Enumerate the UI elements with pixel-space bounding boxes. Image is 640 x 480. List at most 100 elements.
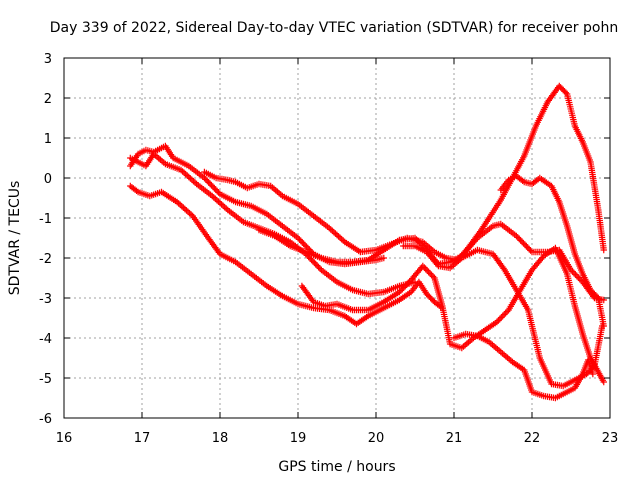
data-point — [400, 284, 407, 291]
data-point — [212, 186, 219, 193]
data-point — [575, 274, 582, 281]
data-point — [517, 237, 524, 244]
data-point — [589, 370, 597, 378]
data-point — [501, 311, 508, 318]
data-point — [423, 267, 431, 274]
data-point — [414, 237, 422, 245]
data-point — [396, 288, 403, 296]
data-point — [600, 378, 607, 386]
data-point — [402, 282, 409, 290]
x-ticks: 16 17 18 19 20 21 22 23 — [56, 58, 619, 446]
data-point — [600, 246, 607, 254]
data-points — [127, 82, 607, 402]
data-point — [600, 322, 607, 330]
data-point — [493, 318, 501, 326]
data-point — [419, 262, 426, 270]
series-arc-2 — [127, 150, 419, 298]
data-point — [523, 242, 530, 250]
x-tick-label: 21 — [446, 431, 463, 446]
data-point — [313, 262, 321, 269]
data-point — [413, 236, 420, 243]
data-point — [301, 242, 309, 249]
data-point — [516, 235, 523, 243]
data-point — [562, 89, 569, 96]
data-point — [309, 258, 317, 265]
data-point — [215, 189, 222, 196]
data-point — [527, 247, 534, 254]
data-point — [570, 269, 578, 277]
data-point — [406, 278, 413, 285]
data-point — [576, 275, 583, 283]
chart-title: Day 339 of 2022, Sidereal Day-to-day VTE… — [50, 20, 618, 36]
series-arc-9 — [497, 172, 607, 330]
data-point — [525, 245, 533, 253]
x-tick-label: 17 — [134, 431, 151, 446]
y-tick-label: -6 — [39, 412, 52, 427]
data-point — [300, 240, 307, 248]
series-arc-7 — [400, 242, 606, 390]
data-point — [201, 174, 208, 182]
data-point — [421, 264, 428, 271]
x-tick-label: 22 — [524, 431, 541, 446]
data-point — [502, 309, 509, 317]
data-point — [208, 182, 215, 189]
data-point — [297, 237, 305, 245]
data-point — [573, 272, 581, 280]
data-point — [422, 265, 429, 273]
data-point — [397, 287, 405, 294]
data-point — [499, 312, 506, 320]
x-axis-label: GPS time / hours — [278, 459, 395, 475]
data-point — [518, 238, 526, 246]
data-point — [495, 317, 502, 324]
data-point — [308, 256, 315, 264]
data-point — [411, 234, 419, 242]
data-point — [426, 270, 434, 277]
data-point — [572, 271, 579, 278]
data-point — [428, 271, 435, 279]
y-tick-label: -5 — [39, 372, 52, 387]
data-point — [213, 187, 221, 195]
data-point — [303, 243, 310, 250]
y-tick-label: 2 — [44, 92, 52, 107]
data-point — [206, 180, 214, 188]
y-tick-label: -1 — [39, 212, 52, 227]
y-ticks: -6 -5 -4 -3 -2 -1 0 1 2 3 — [39, 52, 610, 427]
y-tick-label: 1 — [44, 132, 52, 147]
data-point — [315, 263, 322, 271]
x-tick-label: 18 — [212, 431, 229, 446]
x-tick-label: 19 — [290, 431, 307, 446]
series-arc-4 — [201, 82, 607, 264]
data-point — [294, 234, 302, 242]
y-tick-label: -2 — [39, 252, 52, 267]
data-point — [503, 308, 511, 315]
data-point — [299, 239, 306, 246]
series-arc-1 — [127, 142, 387, 268]
x-tick-label: 16 — [56, 431, 73, 446]
data-point — [380, 254, 387, 262]
data-point — [205, 179, 212, 186]
data-point — [316, 265, 324, 272]
data-point — [569, 268, 576, 275]
data-point — [521, 241, 529, 248]
series-arc-8 — [450, 330, 597, 402]
data-point — [202, 176, 210, 183]
data-point — [311, 259, 318, 266]
x-tick-label: 23 — [602, 431, 619, 446]
y-tick-label: 0 — [44, 172, 52, 187]
data-point — [403, 281, 410, 288]
data-point — [204, 177, 211, 185]
y-tick-label: -3 — [39, 292, 52, 307]
data-point — [498, 314, 505, 321]
data-point — [425, 268, 432, 276]
data-point — [513, 232, 520, 240]
data-point — [312, 260, 319, 268]
data-point — [416, 239, 423, 246]
x-tick-label: 20 — [368, 431, 385, 446]
data-point — [567, 266, 575, 274]
y-tick-label: 3 — [44, 52, 52, 67]
y-axis-label: SDTVAR / TECUs — [7, 181, 23, 296]
data-point — [211, 184, 218, 192]
data-point — [593, 293, 601, 300]
y-tick-label: -4 — [39, 332, 52, 347]
